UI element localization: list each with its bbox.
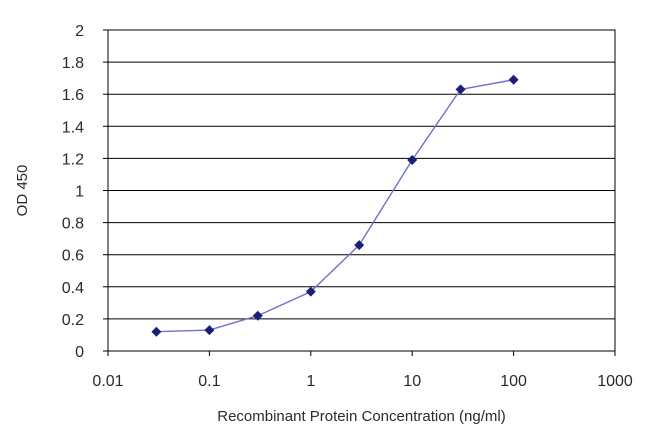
data-point bbox=[204, 325, 215, 336]
y-tick-label: 0 bbox=[75, 344, 84, 361]
x-tick-label: 1000 bbox=[597, 373, 633, 390]
data-point bbox=[407, 155, 418, 166]
data-point bbox=[455, 84, 466, 95]
data-point bbox=[305, 286, 316, 297]
y-axis-title: OD 450 bbox=[14, 165, 31, 217]
x-tick-label: 0.1 bbox=[198, 373, 220, 390]
data-point bbox=[508, 74, 519, 85]
y-tick-label: 1.2 bbox=[62, 151, 84, 168]
x-tick-label: 1 bbox=[306, 373, 315, 390]
y-tick-label: 2 bbox=[75, 23, 84, 40]
data-point bbox=[354, 240, 365, 251]
y-tick-label: 1.8 bbox=[62, 55, 84, 72]
y-tick-label: 0.8 bbox=[62, 216, 84, 233]
y-tick-label: 0.6 bbox=[62, 248, 84, 265]
y-tick-label: 1.4 bbox=[62, 119, 84, 136]
data-point bbox=[151, 326, 162, 337]
y-tick-label: 1.6 bbox=[62, 87, 84, 104]
x-tick-label: 10 bbox=[403, 373, 421, 390]
y-tick-label: 0.4 bbox=[62, 280, 84, 297]
x-tick-label: 100 bbox=[500, 373, 527, 390]
y-tick-label: 0.2 bbox=[62, 312, 84, 329]
x-tick-label: 0.01 bbox=[92, 373, 123, 390]
series-line bbox=[156, 79, 514, 333]
x-axis-title: Recombinant Protein Concentration (ng/ml… bbox=[217, 408, 505, 425]
data-point bbox=[252, 310, 263, 321]
y-tick-label: 1 bbox=[75, 184, 84, 201]
